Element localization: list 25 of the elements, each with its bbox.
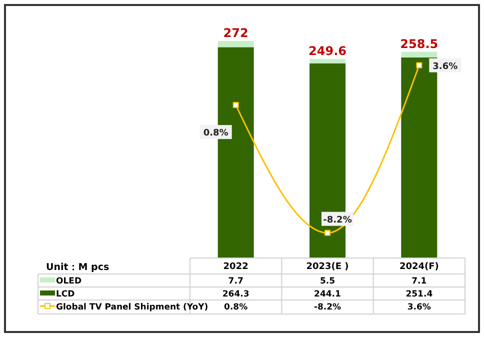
bar [310, 58, 346, 64]
x-tick-label: 2024(F) [399, 262, 439, 272]
x-tick-label: 2023(E ) [306, 262, 349, 272]
legend-label: LCD [56, 290, 75, 300]
total-label: 249.6 [308, 44, 346, 58]
bar [218, 41, 254, 48]
text: 3.6% [432, 62, 458, 72]
x-tick-label: 2022 [223, 262, 248, 272]
data-label: -8.2% [314, 302, 342, 312]
text: 0.8% [203, 128, 228, 139]
data-label: 244.1 [314, 290, 342, 300]
data-label: 7.1 [412, 276, 427, 286]
legend-label: Global TV Panel Shipment (YoY) [56, 302, 208, 312]
legend-label: OLED [56, 276, 82, 286]
data-label: 5.5 [320, 276, 336, 286]
text: Unit：M pcs [46, 262, 110, 273]
data-label: 7.7 [228, 276, 244, 286]
bar [401, 52, 438, 58]
data-label: 3.6% [407, 302, 432, 312]
data-label: 0.8% [224, 302, 248, 312]
total-label: 272 [223, 26, 248, 40]
data-label: 251.4 [406, 290, 433, 300]
total-label: 258.5 [400, 36, 438, 51]
text: -8.2% [323, 215, 352, 226]
data-label: 264.3 [222, 290, 250, 300]
